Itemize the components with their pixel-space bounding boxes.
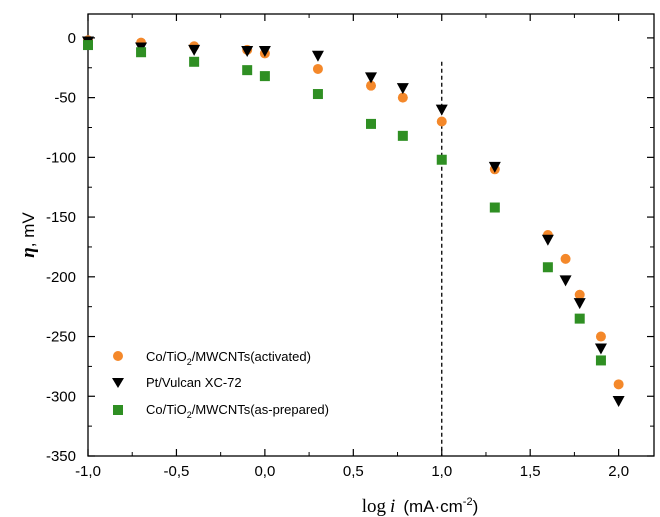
data-point-triangle: [559, 275, 572, 287]
y-tick-label: -300: [46, 388, 76, 405]
data-point-triangle: [258, 46, 271, 58]
data-point-triangle: [188, 44, 201, 56]
y-tick-label: -350: [46, 448, 76, 465]
series-0: [83, 35, 624, 390]
legend-entry-activated: Co/TiO2/MWCNTs(activated): [113, 349, 311, 367]
data-point-triangle: [541, 234, 554, 246]
series-2: [83, 40, 606, 366]
x-tick-label: 0,0: [254, 463, 275, 480]
data-point-circle: [560, 253, 571, 264]
x-tick-label: 1,0: [431, 463, 452, 480]
data-point-square: [595, 355, 606, 366]
data-point-square: [312, 89, 323, 100]
data-point-circle: [436, 116, 447, 127]
data-point-triangle: [365, 72, 377, 84]
y-tick-label: -200: [46, 269, 76, 286]
data-point-triangle: [488, 161, 501, 173]
legend-marker-square: [113, 405, 123, 415]
x-tick-label: 2,0: [608, 463, 629, 480]
data-point-triangle: [612, 396, 625, 408]
x-tick-label: 0,5: [343, 463, 364, 480]
data-point-square: [242, 65, 253, 76]
legend-label: Pt/Vulcan XC-72: [146, 375, 242, 390]
data-point-square: [259, 71, 270, 82]
data-point-circle: [366, 80, 376, 91]
data-point-circle: [574, 289, 585, 300]
data-point-square: [489, 202, 500, 213]
data-point-circle: [595, 331, 606, 342]
data-point-square: [366, 118, 376, 129]
plot-frame: [87, 13, 655, 457]
data-point-square: [436, 154, 447, 165]
data-point-square: [542, 262, 553, 273]
y-tick-label: 0: [68, 30, 76, 47]
legend: Co/TiO2/MWCNTs(activated) Pt/Vulcan XC-7…: [112, 349, 329, 420]
data-point-circle: [312, 63, 323, 74]
data-point-square: [397, 130, 408, 141]
legend-entry-pt-vulcan: Pt/Vulcan XC-72: [112, 375, 242, 390]
y-tick-label: -250: [46, 329, 76, 346]
axis-ticks: -1,0 -0,5 0,0 0,5 1,0 1,5 2,0 0 -50 -100 -150 -200 -…: [46, 14, 654, 480]
legend-marker-circle: [113, 351, 123, 361]
data-point-triangle: [396, 83, 409, 95]
data-point-triangle: [241, 46, 254, 58]
x-tick-label: -0,5: [164, 463, 190, 480]
y-axis-title: η, mV: [18, 212, 39, 258]
y-tick-label: -100: [46, 149, 76, 166]
data-point-square: [83, 40, 93, 51]
data-point-triangle: [311, 50, 324, 62]
legend-label: Co/TiO2/MWCNTs(as-prepared): [146, 402, 329, 420]
axes-frame: [87, 13, 655, 457]
x-tick-label: -1,0: [75, 463, 101, 480]
x-tick-label: 1,5: [520, 463, 541, 480]
legend-marker-triangle: [112, 378, 124, 388]
data-point-square: [189, 56, 200, 67]
data-point-square: [574, 313, 585, 324]
data-point-triangle: [573, 298, 586, 310]
data-point-circle: [613, 379, 624, 390]
y-tick-label: -50: [54, 90, 76, 107]
data-point-square: [136, 47, 147, 58]
data-marks: [82, 35, 625, 408]
data-point-triangle: [594, 343, 607, 355]
y-tick-label: -150: [46, 209, 76, 226]
data-point-triangle: [435, 104, 448, 116]
x-axis-title: log i (mA·cm-2): [362, 496, 479, 517]
legend-entry-as-prepared: Co/TiO2/MWCNTs(as-prepared): [113, 402, 329, 420]
legend-label: Co/TiO2/MWCNTs(activated): [146, 349, 311, 367]
data-point-circle: [397, 92, 408, 103]
